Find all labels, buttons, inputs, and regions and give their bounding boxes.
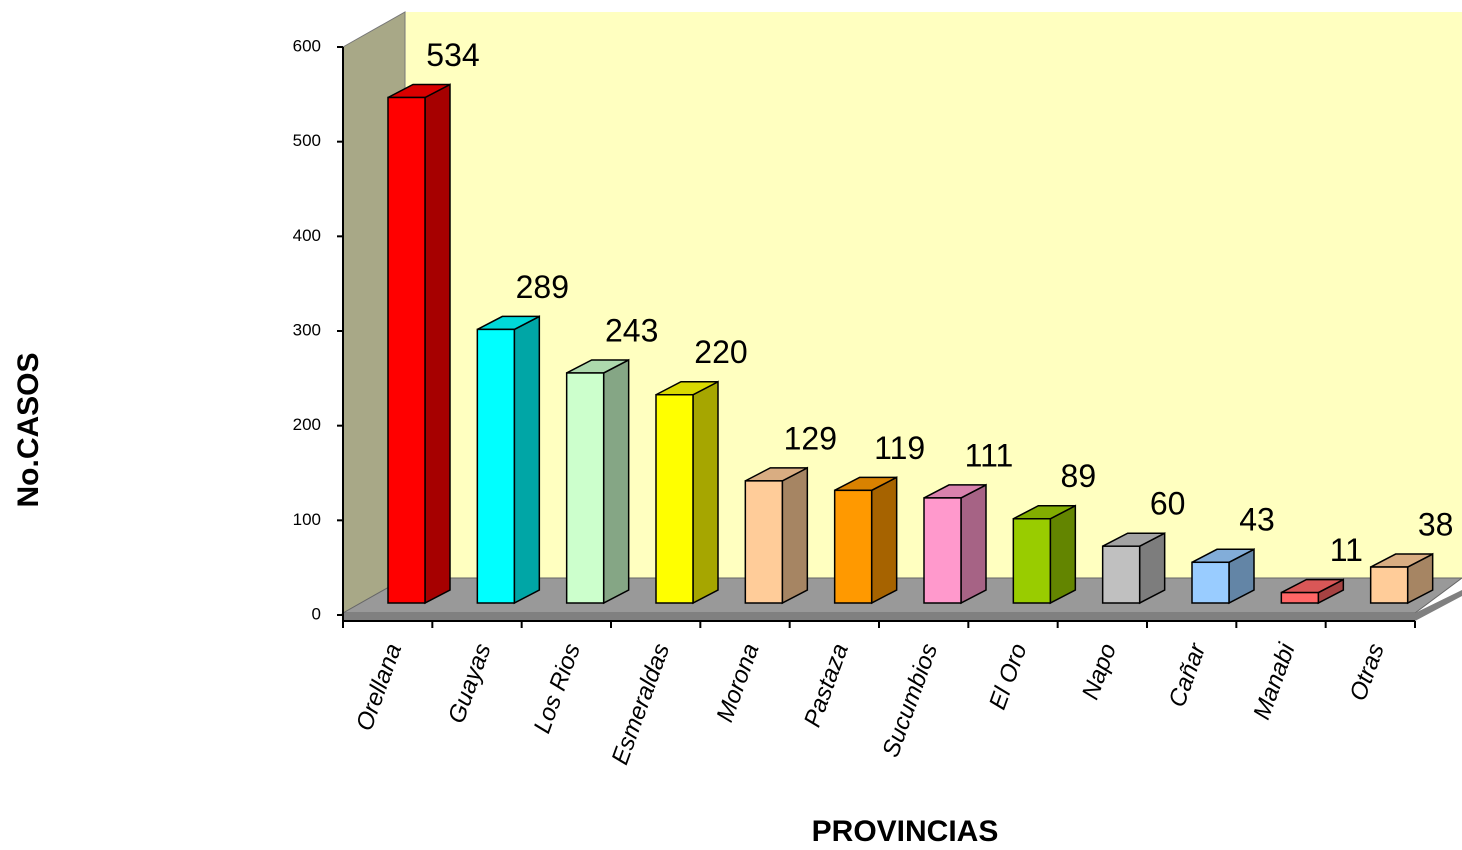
bar-side bbox=[513, 315, 541, 605]
y-tick-label: 0 bbox=[312, 604, 321, 623]
y-tick-label: 500 bbox=[293, 131, 321, 150]
y-tick-label: 200 bbox=[293, 415, 321, 434]
bar-side bbox=[870, 476, 898, 605]
bar-side bbox=[781, 466, 809, 605]
bar bbox=[476, 328, 516, 604]
bar-side bbox=[602, 358, 630, 605]
bar bbox=[565, 372, 605, 604]
value-label: 534 bbox=[426, 37, 479, 73]
value-label: 11 bbox=[1330, 532, 1363, 568]
bar bbox=[1101, 545, 1141, 604]
bar-side bbox=[692, 380, 719, 605]
bar bbox=[1369, 566, 1409, 604]
bar bbox=[1191, 561, 1230, 604]
y-tick-label: 300 bbox=[293, 320, 321, 339]
value-label: 60 bbox=[1150, 486, 1186, 522]
x-tick-label: Manabi bbox=[1248, 639, 1301, 723]
value-label: 38 bbox=[1418, 506, 1454, 542]
bar bbox=[744, 480, 784, 604]
y-axis-title: No.CASOS bbox=[12, 352, 45, 507]
bar-side bbox=[424, 83, 451, 605]
x-tick-label: Orellana bbox=[351, 640, 407, 734]
y-tick-label: 600 bbox=[293, 36, 321, 55]
value-label: 243 bbox=[605, 312, 658, 348]
x-tick-label: Cañar bbox=[1164, 639, 1212, 711]
floor-edge bbox=[343, 590, 1462, 621]
x-tick-label: Morona bbox=[711, 640, 764, 726]
y-tick-label: 400 bbox=[293, 226, 321, 245]
x-tick-label: Napo bbox=[1077, 640, 1122, 703]
x-tick-label: El Oro bbox=[984, 640, 1033, 713]
x-tick-label: Guayas bbox=[443, 640, 497, 727]
bar bbox=[1280, 591, 1320, 604]
value-label: 119 bbox=[874, 430, 925, 466]
bar bbox=[1012, 517, 1052, 604]
bar-side bbox=[1049, 504, 1077, 605]
bar-side bbox=[960, 483, 987, 605]
bar bbox=[923, 497, 962, 604]
x-tick-label: Otras bbox=[1344, 640, 1389, 704]
bar bbox=[833, 489, 873, 604]
bar bbox=[655, 393, 694, 604]
bar bbox=[387, 96, 426, 604]
x-tick-label: Pastaza bbox=[799, 640, 854, 731]
value-label: 43 bbox=[1239, 502, 1275, 538]
x-tick-label: Los Rios bbox=[529, 640, 586, 737]
value-label: 289 bbox=[516, 269, 569, 305]
value-label: 89 bbox=[1061, 458, 1097, 494]
value-label: 129 bbox=[784, 420, 837, 456]
value-label: 220 bbox=[694, 334, 747, 370]
y-tick-label: 100 bbox=[293, 510, 321, 529]
x-axis-title: PROVINCIAS bbox=[812, 815, 999, 848]
x-tick-label: Esmeraldas bbox=[607, 640, 676, 768]
value-label: 111 bbox=[965, 437, 1014, 473]
x-tick-label: Sucumbios bbox=[877, 640, 943, 761]
